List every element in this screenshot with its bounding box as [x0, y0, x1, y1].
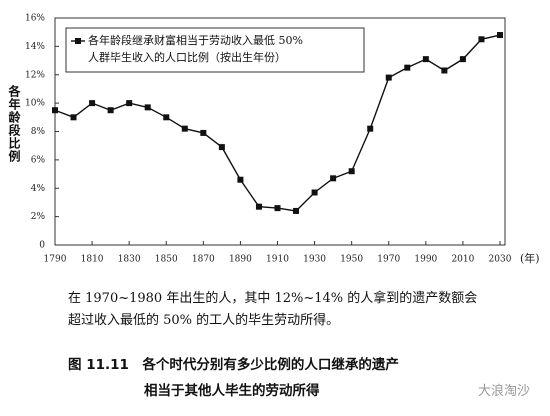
point	[348, 168, 355, 175]
point	[181, 125, 188, 132]
x-tick-label: 1910	[266, 255, 289, 265]
x-tick-label: 1950	[340, 255, 363, 265]
x-tick-label: 1790	[44, 255, 67, 265]
legend-entry: 各年龄段继承财富相当于劳动收入最低 50% 人群毕生收入的人口比例（按出生年份）	[88, 34, 303, 64]
caption-line: 超过收入最低的 50% 的工人的毕生劳动所得。	[68, 313, 340, 328]
y-tick-label: 12%	[25, 70, 45, 80]
point	[237, 176, 244, 183]
x-tick-label: 1990	[414, 255, 437, 265]
y-axis-label: 各年龄段比例	[7, 85, 21, 163]
figure-title-line: 相当于其他人毕生的劳动所得	[144, 383, 320, 399]
y-tick-label: 16%	[25, 14, 45, 24]
x-tick-label: 1850	[155, 255, 178, 265]
point	[404, 64, 411, 71]
y-tick-label: 4%	[31, 184, 46, 194]
point	[385, 74, 392, 81]
x-tick-label: 2010	[451, 255, 474, 265]
point	[144, 104, 151, 111]
point	[52, 107, 58, 114]
y-tick-label: 6%	[31, 155, 46, 165]
watermark: 大浪淘沙	[478, 384, 531, 399]
x-tick-label: 2030	[489, 255, 512, 265]
y-tick-label: 10%	[25, 99, 45, 109]
y-tick-label: 0	[39, 241, 45, 251]
figure-title-line: 图 11.11 各个时代分别有多少比例的人口继承的遗产	[68, 357, 399, 373]
y-tick-label: 8%	[31, 127, 46, 137]
point	[70, 114, 77, 121]
x-tick-label: 1810	[81, 255, 104, 265]
point	[89, 100, 96, 107]
x-tick-label: 1870	[192, 255, 215, 265]
point	[293, 207, 300, 214]
y-tick-label: 14%	[25, 42, 45, 52]
point	[200, 129, 207, 136]
legend-box	[65, 27, 365, 73]
x-tick-label: 1830	[118, 255, 141, 265]
figure-title: 图 11.11 各个时代分别有多少比例的人口继承的遗产 相当于其他人毕生的劳动所…	[68, 352, 399, 404]
point	[255, 203, 262, 210]
point	[497, 32, 503, 39]
x-axis-label: (年)	[520, 251, 540, 265]
point	[311, 189, 318, 196]
point	[107, 107, 114, 114]
chart: 0 2% 4% 6% 8% 10% 12% 14% 16% 1790 1810 1830 1850 187…	[25, 14, 540, 266]
point	[126, 100, 133, 107]
x-tick-label: 1970	[377, 255, 400, 265]
point	[330, 175, 337, 182]
point	[218, 144, 225, 151]
point	[459, 56, 466, 63]
caption-line: 在 1970~1980 年出生的人，其中 12%~14% 的人拿到的遗产数额会	[68, 291, 478, 306]
legend-marker	[75, 38, 81, 44]
x-tick-label: 1890	[229, 255, 252, 265]
point	[422, 56, 429, 63]
point	[367, 125, 374, 132]
point	[441, 67, 448, 74]
legend: 各年龄段继承财富相当于劳动收入最低 50% 人群毕生收入的人口比例（按出生年份）	[88, 34, 303, 64]
point	[478, 36, 485, 43]
caption: 在 1970~1980 年出生的人，其中 12%~14% 的人拿到的遗产数额会 …	[68, 288, 477, 332]
point	[274, 205, 281, 212]
x-tick-label: 1930	[303, 255, 326, 265]
point	[163, 114, 170, 121]
y-tick-label: 2%	[31, 212, 46, 222]
